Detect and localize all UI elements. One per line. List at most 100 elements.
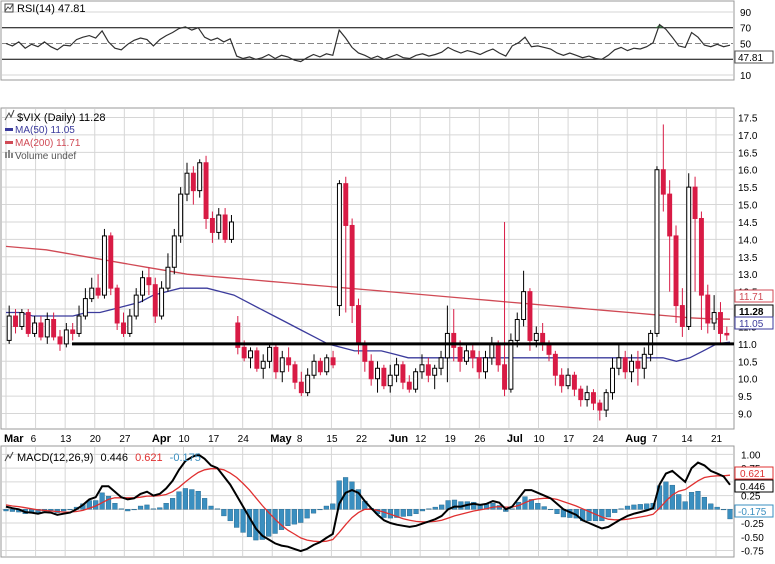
candle-body	[667, 193, 673, 237]
candle-body	[190, 172, 196, 192]
x-tick-label: 7	[652, 434, 658, 445]
macd-histogram-bar	[234, 509, 240, 528]
candle-body	[241, 346, 247, 359]
candle-body	[603, 392, 609, 411]
candle-body	[336, 183, 342, 307]
candle-body	[165, 266, 171, 289]
macd-histogram-bar	[554, 509, 560, 514]
candle-body	[476, 357, 482, 373]
rsi-tick-label: 90	[740, 8, 752, 19]
candle-body	[178, 193, 184, 237]
candle-body	[527, 291, 533, 341]
candle-body	[330, 357, 336, 366]
candle-body	[19, 312, 25, 327]
svg-text:0.446: 0.446	[740, 482, 765, 493]
macd-histogram-bar	[599, 509, 605, 522]
candle-body	[641, 353, 647, 369]
candle-body	[375, 367, 380, 380]
macd-histogram-bar	[682, 501, 688, 510]
x-tick-label: 20	[90, 434, 102, 445]
macd-legend: MACD(12,26,9) 0.446 0.621 -0.175	[4, 451, 201, 464]
candle-body	[140, 277, 146, 296]
candle-body	[489, 343, 495, 359]
candle-body	[597, 402, 603, 411]
svg-text:MACD(12,26,9) 0.446: MACD(12,26,9) 0.446 0.621 -0.175	[17, 452, 201, 464]
candle-body	[38, 322, 44, 338]
macd-tick-label: -0.25	[741, 519, 764, 530]
candle-body	[400, 364, 406, 383]
macd-histogram-bar	[291, 509, 297, 525]
candle-body	[101, 235, 107, 296]
candle-body	[254, 350, 260, 369]
candlesticks	[6, 124, 730, 421]
macd-histogram-bar	[586, 509, 592, 522]
candle-body	[546, 343, 552, 355]
candle-body	[698, 217, 704, 296]
candle-body	[292, 364, 298, 383]
macd-histogram-bar	[61, 509, 67, 512]
x-axis: Mar 6 13 20 27 Apr 10 17 24 May 8 15 22 Jun 12 19 26 Jul 1…	[4, 433, 723, 445]
macd-histogram-bar	[189, 489, 195, 510]
macd-histogram-bar	[3, 509, 9, 512]
macd-histogram-bar	[535, 503, 541, 510]
candle-body	[70, 329, 76, 334]
candle-body	[679, 305, 685, 327]
candle-body	[425, 364, 431, 376]
candle-body	[495, 343, 501, 366]
candle-body	[209, 217, 215, 233]
candle-body	[114, 287, 120, 324]
candle-body	[260, 360, 266, 369]
candle-body	[203, 162, 209, 219]
candle-body	[82, 298, 88, 317]
candle-body	[76, 315, 82, 334]
candle-body	[216, 214, 222, 233]
macd-histogram-bar	[317, 509, 323, 511]
macd-histogram-bar	[637, 504, 643, 510]
macd-histogram-bar	[541, 506, 547, 510]
candle-body	[368, 360, 374, 380]
x-tick-label: May	[270, 433, 292, 445]
macd-histogram-bar	[259, 509, 265, 540]
candle-body	[406, 381, 412, 390]
price-tick-label: 10.5	[738, 357, 758, 368]
macd-histogram-bar	[176, 491, 182, 510]
price-title: $VIX (Daily) 11.28	[17, 112, 105, 124]
candle-body	[413, 371, 419, 390]
candle-body	[127, 315, 133, 334]
x-tick-label: 17	[563, 434, 575, 445]
ma50-tag: 11.05	[734, 316, 774, 330]
ma200-line	[5, 245, 731, 320]
candle-body	[248, 350, 253, 359]
macd-histogram-bar	[451, 499, 458, 510]
x-tick-label: 6	[31, 434, 37, 445]
macd-histogram-bar	[426, 508, 432, 510]
macd-histogram-bar	[548, 509, 554, 511]
rsi-value-tag: 47.81	[734, 50, 774, 64]
price-tick-label: 17.0	[738, 131, 758, 142]
candle-body	[483, 357, 488, 373]
candle-body	[660, 169, 666, 195]
hist-value: -0.175	[170, 452, 201, 464]
x-tick-label: 24	[593, 434, 605, 445]
macd-histogram-bar	[99, 492, 105, 510]
candle-body	[159, 287, 165, 317]
svg-text:-0.175: -0.175	[738, 507, 767, 518]
price-tick-label: 14.0	[738, 235, 758, 246]
macd-histogram-bar	[688, 492, 695, 510]
candle-body	[419, 364, 425, 373]
candle-body	[629, 360, 635, 373]
candle-body	[559, 374, 565, 387]
macd-histogram-bar	[644, 503, 650, 510]
macd-histogram-bar	[105, 495, 112, 510]
rsi-legend: RSI(14) 47.81	[4, 3, 85, 15]
macd-histogram-bar	[131, 509, 137, 511]
candle-body	[89, 287, 95, 300]
macd-histogram-bar	[676, 494, 682, 510]
candle-body	[438, 357, 444, 369]
candle-body	[451, 332, 457, 348]
candle-body	[521, 291, 527, 321]
candle-body	[457, 346, 463, 362]
rsi-tick-label: 70	[740, 24, 752, 35]
